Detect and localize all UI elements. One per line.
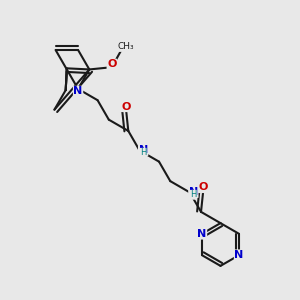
Text: N: N bbox=[198, 229, 206, 239]
Text: O: O bbox=[122, 101, 131, 112]
Text: N: N bbox=[235, 250, 243, 260]
Text: H: H bbox=[140, 148, 146, 157]
Text: H: H bbox=[190, 190, 196, 199]
Text: O: O bbox=[199, 182, 208, 193]
Text: N: N bbox=[234, 250, 244, 260]
Text: N: N bbox=[189, 188, 198, 197]
Text: CH₃: CH₃ bbox=[118, 42, 134, 51]
Text: N: N bbox=[197, 229, 207, 239]
Text: O: O bbox=[107, 59, 116, 69]
Text: N: N bbox=[139, 146, 148, 155]
Text: N: N bbox=[74, 86, 83, 96]
